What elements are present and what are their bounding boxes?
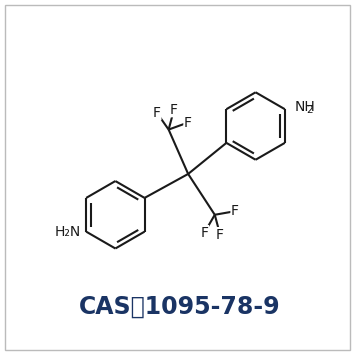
Text: F: F xyxy=(184,115,192,130)
Text: F: F xyxy=(153,106,161,120)
Text: F: F xyxy=(216,228,224,242)
Text: NH: NH xyxy=(295,100,316,114)
Text: F: F xyxy=(201,226,208,240)
Text: F: F xyxy=(231,204,239,218)
Text: F: F xyxy=(170,103,178,117)
Text: H₂N: H₂N xyxy=(55,225,81,239)
Text: CAS：1095-78-9: CAS：1095-78-9 xyxy=(78,295,280,319)
Text: 2: 2 xyxy=(306,105,313,115)
